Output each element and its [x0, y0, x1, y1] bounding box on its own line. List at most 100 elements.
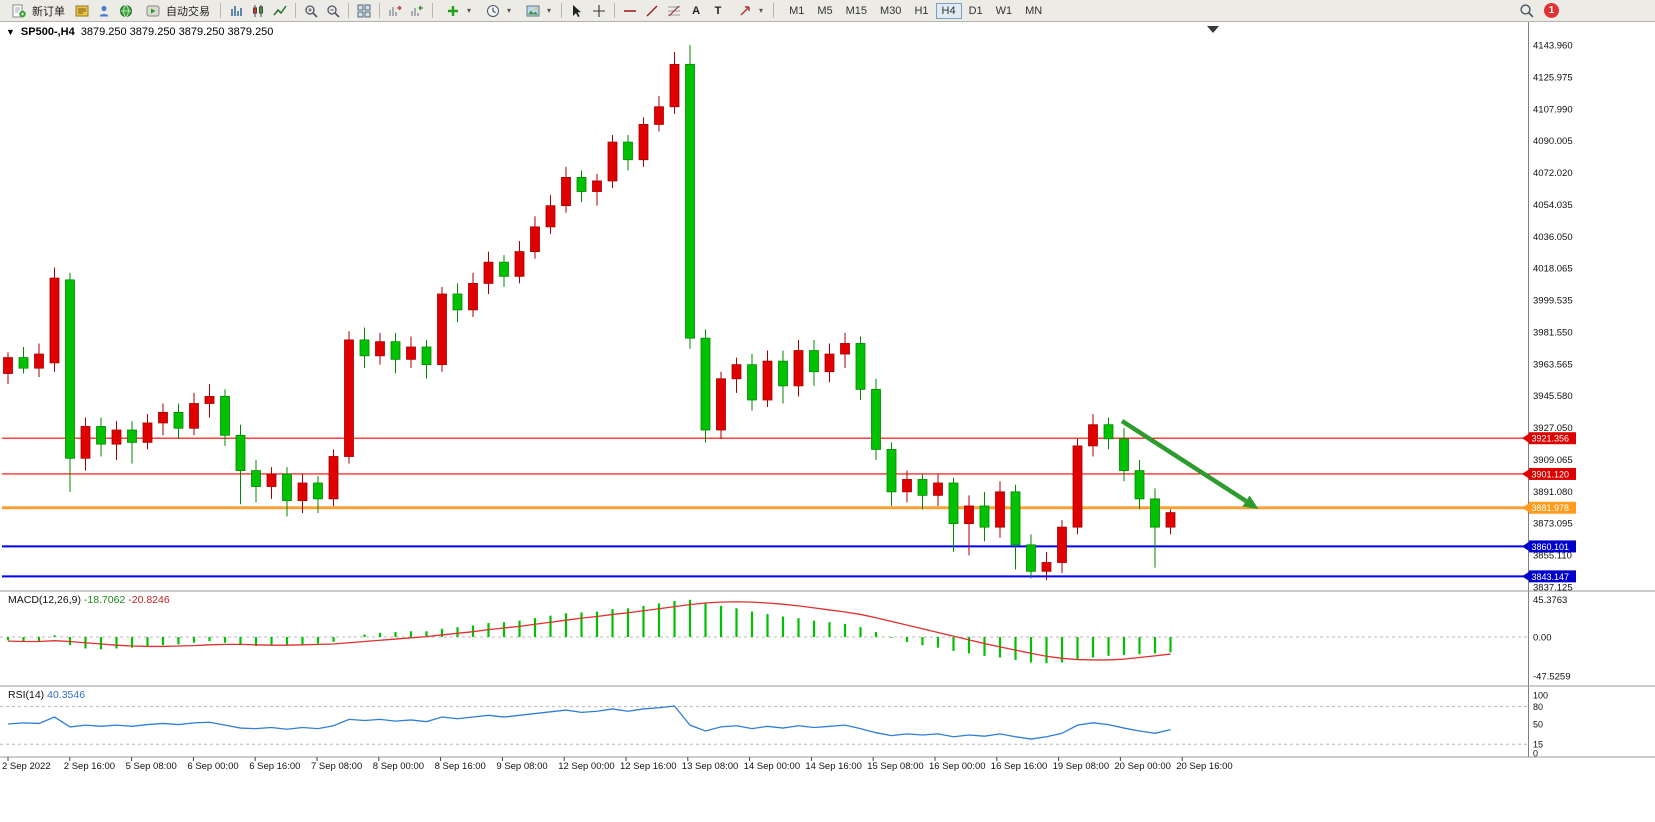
- candle: [204, 396, 215, 404]
- price-scale[interactable]: [1528, 22, 1655, 757]
- candle: [282, 473, 292, 502]
- auto-scroll-icon[interactable]: [407, 2, 427, 20]
- candle: [1150, 498, 1160, 528]
- time-axis-label: 6 Sep 16:00: [249, 761, 300, 772]
- autotrading-button[interactable]: 自动交易: [138, 2, 215, 20]
- candlestick-type-icon[interactable]: [248, 2, 268, 20]
- candle: [1165, 512, 1176, 528]
- price-axis-label: 3873.095: [1533, 519, 1573, 530]
- notification-badge[interactable]: 1: [1544, 3, 1559, 18]
- bar-chart-type-icon[interactable]: [226, 2, 246, 20]
- time-axis-label: 14 Sep 16:00: [805, 761, 862, 772]
- macd-axis-label: 45.3763: [1533, 595, 1567, 606]
- candle: [344, 339, 354, 457]
- time-axis-label: 13 Sep 08:00: [682, 761, 739, 772]
- time-axis-label: 8 Sep 00:00: [373, 761, 424, 772]
- candle: [793, 350, 804, 387]
- price-tag-3921.356: 3921.356: [1522, 432, 1576, 445]
- indicators-button[interactable]: ▾: [438, 2, 476, 20]
- rsi-value: 40.3546: [47, 689, 86, 701]
- cursor-icon[interactable]: [567, 2, 587, 20]
- horizontal-line-tool-icon[interactable]: [620, 2, 640, 20]
- trend-arrow-annotation[interactable]: [1120, 419, 1259, 510]
- candle: [514, 251, 525, 277]
- toolbar-separator: [220, 3, 221, 18]
- templates-button[interactable]: ▾: [518, 2, 556, 20]
- price-tag-3881.978: 3881.978: [1522, 501, 1576, 514]
- timeframe-button-m30[interactable]: M30: [880, 4, 902, 17]
- fibonacci-tool-icon[interactable]: [664, 2, 684, 20]
- candle: [220, 396, 230, 436]
- timeframe-button-h4[interactable]: H4: [935, 2, 962, 19]
- candle: [328, 456, 339, 500]
- zoom-out-icon[interactable]: [323, 2, 343, 20]
- chart-shift-icon[interactable]: [385, 2, 405, 20]
- terminal-icon[interactable]: [116, 2, 136, 20]
- candle: [1041, 562, 1052, 572]
- time-axis-label: 19 Sep 08:00: [1053, 761, 1110, 772]
- zoom-in-icon[interactable]: [301, 2, 321, 20]
- chart-symbol-label: SP500-,H4: [20, 26, 75, 38]
- toolbar-separator: [614, 3, 616, 18]
- candle: [545, 205, 556, 228]
- timeframe-button-h1[interactable]: H1: [914, 4, 929, 17]
- timeframe-button-m1[interactable]: M1: [789, 4, 805, 17]
- timeframe-bar: M1 M5 M15 M30 H1 H4 D1 W1 MN: [783, 2, 1048, 19]
- dropdown-caret-icon: ▾: [759, 6, 764, 15]
- time-axis-label: 14 Sep 00:00: [744, 761, 801, 772]
- price-axis-label: 4090.005: [1533, 136, 1573, 147]
- candle: [576, 177, 587, 192]
- candle: [34, 353, 44, 369]
- candle: [685, 63, 695, 339]
- dropdown-caret-icon: ▾: [467, 6, 472, 15]
- rsi-line: [7, 705, 1171, 740]
- new-order-button[interactable]: 新订单: [4, 2, 70, 20]
- tile-windows-icon[interactable]: [354, 2, 374, 20]
- candle: [158, 411, 168, 424]
- toolbar-separator: [295, 3, 296, 18]
- candle: [1103, 424, 1114, 440]
- autotrading-icon: [143, 2, 163, 20]
- dropdown-caret-icon: ▾: [547, 6, 552, 15]
- search-icon[interactable]: [1516, 2, 1536, 20]
- line-chart-type-icon[interactable]: [270, 2, 290, 20]
- time-axis-label: 8 Sep 16:00: [435, 761, 486, 772]
- price-axis-label: 4125.975: [1533, 72, 1573, 83]
- candle: [716, 378, 726, 431]
- timeframe-button-w1[interactable]: W1: [995, 4, 1013, 17]
- macd-pane[interactable]: [0, 592, 1528, 685]
- time-axis-label: 5 Sep 08:00: [126, 761, 177, 772]
- text-label-tool-icon[interactable]: T: [714, 4, 722, 17]
- price-axis-label: 3963.565: [1533, 359, 1573, 370]
- rsi-axis-label: 0: [1533, 748, 1538, 758]
- candle: [297, 482, 308, 502]
- timeframe-button-d1[interactable]: D1: [968, 4, 983, 17]
- candle: [49, 277, 60, 364]
- time-axis-label: 9 Sep 08:00: [496, 761, 547, 772]
- candle: [251, 470, 261, 487]
- rsi-axis-label: 100: [1533, 690, 1548, 700]
- price-axis-label: 3909.065: [1533, 455, 1573, 466]
- candle: [979, 505, 990, 528]
- chart-area[interactable]: [0, 22, 1528, 591]
- navigator-icon[interactable]: [94, 2, 114, 20]
- chart-shift-marker[interactable]: [1207, 26, 1219, 33]
- macd-signal-line: [7, 601, 1171, 661]
- timeframe-button-m5[interactable]: M5: [817, 4, 833, 17]
- periods-button[interactable]: ▾: [478, 2, 516, 20]
- text-tool-icon[interactable]: A: [692, 4, 701, 17]
- candle: [499, 261, 509, 277]
- crosshair-icon[interactable]: [589, 2, 609, 20]
- trendline-tool-icon[interactable]: [642, 2, 662, 20]
- candle: [96, 426, 106, 445]
- one-click-trading-toggle[interactable]: ▼: [6, 27, 15, 37]
- timeframe-button-mn[interactable]: MN: [1025, 4, 1043, 17]
- rsi-pane[interactable]: [0, 687, 1528, 756]
- candle: [778, 360, 788, 387]
- market-watch-icon[interactable]: [72, 2, 92, 20]
- candle: [421, 346, 432, 366]
- time-axis-label: 6 Sep 00:00: [187, 761, 238, 772]
- arrows-tool-button[interactable]: ▾: [730, 2, 768, 20]
- timeframe-button-m15[interactable]: M15: [845, 4, 868, 17]
